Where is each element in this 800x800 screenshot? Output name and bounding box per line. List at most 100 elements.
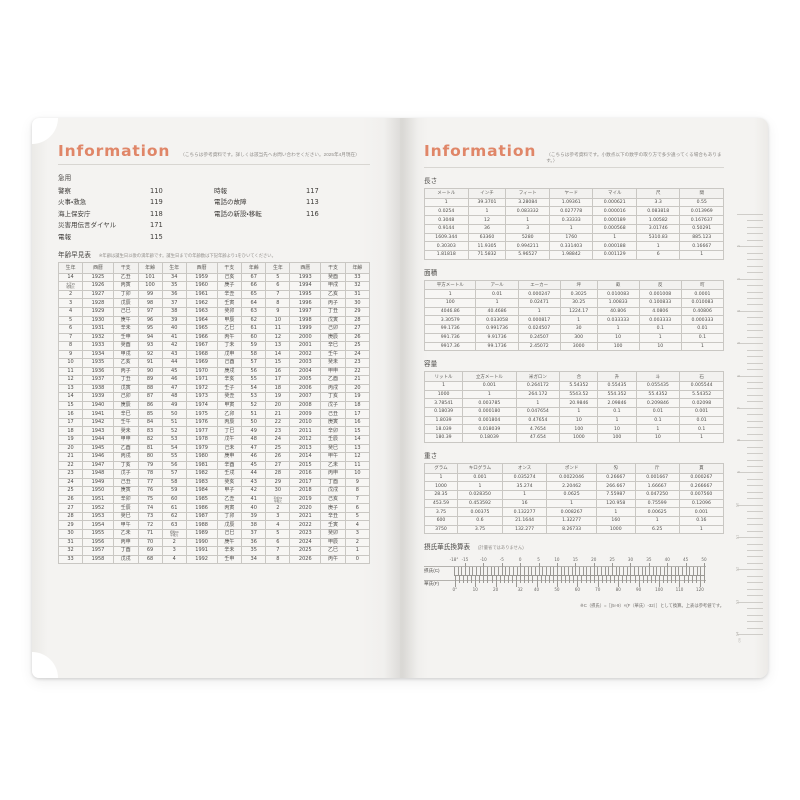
- table-cell: 33: [57, 554, 84, 565]
- age-reference-table: 生年 西暦 干支 年齢 生年 西暦 干支 年齢 生年 西暦 干支 年齢 14 1925 乙丑 101 34 19…: [57, 261, 371, 565]
- emergency-number: 115: [150, 232, 163, 241]
- table-cell: 96: [137, 315, 163, 326]
- table-row: 18.039 0.018039 4.7654 100 10 1 0.1: [423, 424, 724, 435]
- table-cell: 8: [57, 341, 84, 351]
- table-cell: 0.000016: [592, 206, 637, 217]
- table-cell: 丙申: [112, 537, 139, 548]
- table-cell: 1979: [185, 443, 218, 454]
- table-cell: 59: [241, 341, 267, 351]
- table-cell: 1760: [548, 232, 594, 243]
- table-cell: 0.100833: [638, 298, 682, 308]
- celsius-tick: [516, 566, 518, 575]
- ruler-tick: [747, 550, 763, 551]
- table-cell: 53: [161, 435, 187, 445]
- table-cell: 14: [57, 392, 84, 402]
- table-cell: 戊寅: [320, 315, 346, 326]
- ruler-tick: [747, 226, 763, 228]
- ruler-tick: [737, 375, 763, 377]
- table-cell: 33: [344, 272, 371, 283]
- table-cell: 2025: [289, 546, 322, 556]
- celsius-tick: [549, 566, 551, 575]
- table-cell: 丙辰: [216, 417, 243, 428]
- fahrenheit-tick: [524, 575, 525, 584]
- celsius-tick: [634, 566, 635, 575]
- table-cell: 1950: [82, 486, 114, 496]
- table-cell: 戊寅: [112, 383, 139, 394]
- fahrenheit-tick-label: 40: [533, 587, 540, 593]
- celsius-tick: [523, 566, 525, 575]
- fahrenheit-tick: [695, 575, 697, 584]
- table-cell: 0.1: [597, 407, 637, 417]
- ruler-tick: [747, 575, 763, 577]
- ruler-tick: [737, 472, 763, 474]
- table-cell: 壬辰: [320, 435, 346, 445]
- table-cell: 42: [161, 341, 187, 351]
- emergency-number: 119: [150, 198, 163, 207]
- table-cell: 2026: [289, 554, 322, 565]
- fahrenheit-tick: [671, 575, 672, 584]
- table-cell: 1983: [185, 477, 218, 488]
- table-cell: 0.028350: [456, 489, 503, 500]
- table-cell: 丙寅: [216, 503, 243, 513]
- table-cell: 32: [344, 281, 371, 291]
- table-cell: 3.3: [635, 197, 681, 208]
- table-cell: 1: [344, 546, 371, 556]
- table-cell: 24: [344, 349, 371, 360]
- emergency-row: 火事・救急 119: [58, 196, 214, 207]
- table-cell: 1: [424, 472, 458, 483]
- table-cell: 甲寅: [216, 400, 243, 411]
- table-cell: 0.047654: [515, 407, 561, 417]
- temperature-conversion-chart: 摂氏(C) 華氏(F) -18° -15 -10 -5 0 5 10 15 20 25 30 35 40…: [424, 554, 724, 608]
- table-cell: 20.9846: [559, 398, 599, 409]
- celsius-tick: [494, 566, 496, 575]
- table-cell: 24: [265, 435, 291, 445]
- ruler-tick: [737, 634, 763, 635]
- celsius-tick: [527, 566, 529, 575]
- volume-section-title: 容量: [424, 361, 438, 369]
- table-cell: 1947: [82, 460, 114, 471]
- table-cell: 1967: [185, 341, 218, 351]
- table-row: 11 1936 丙子 90 45 1970 庚戌 56 16 2004 甲申 22: [57, 366, 371, 377]
- age-table-hint: ※年齢は誕生日以後の満年齢です。誕生日までの年齢数は下記年齢より1をひいてくださ…: [98, 252, 276, 258]
- table-cell: 39: [241, 511, 267, 522]
- table-cell: 庚子: [320, 503, 346, 513]
- table-cell: 27: [344, 324, 371, 334]
- table-cell: 11: [265, 324, 291, 334]
- table-cell: 0.02471: [517, 298, 561, 308]
- table-row: 3750 3.75 132.277 8.26733 1000 6.25 1: [424, 524, 725, 535]
- table-cell: 1: [638, 332, 682, 343]
- table-cell: 1961: [185, 289, 218, 300]
- table-cell: 18.039: [423, 424, 464, 435]
- table-row: 8 1933 癸酉 93 42 1967 丁未 59 13 2001 辛巳 25: [57, 341, 371, 351]
- table-cell: 0.331403: [548, 241, 594, 251]
- table-cell: 庚辰: [112, 400, 139, 411]
- table-cell: 1986: [185, 503, 218, 513]
- celsius-tick-label: -5: [499, 556, 504, 562]
- table-cell: 乙亥: [320, 289, 346, 300]
- age-col-header: 年齢: [137, 261, 163, 274]
- ruler-tick: [747, 336, 763, 338]
- table-cell: 0.18039: [423, 407, 464, 417]
- right-page: Information 〈こちらは参考資料です。小数点以下の数字の取り方で多少違…: [400, 118, 768, 678]
- table-cell: 1970: [185, 366, 218, 377]
- table-cell: 癸酉: [112, 341, 139, 351]
- table-cell: 47: [241, 443, 267, 454]
- table-cell: 壬申: [112, 332, 139, 343]
- ruler-tick: [747, 420, 763, 422]
- table-cell: 庚子: [216, 281, 243, 291]
- table-cell: 1936: [82, 366, 114, 377]
- table-cell: 15: [57, 400, 84, 411]
- table-cell: 29: [265, 477, 291, 488]
- area-section-title: 面積: [424, 269, 438, 277]
- table-cell: 53: [241, 392, 267, 402]
- ruler-tick: [747, 233, 763, 235]
- table-cell: 丁未: [216, 341, 243, 351]
- fahrenheit-tick-label: 10: [472, 587, 478, 593]
- fahrenheit-tick: [618, 575, 619, 587]
- fahrenheit-tick: [487, 575, 489, 584]
- table-cell: 25: [344, 341, 371, 351]
- table-cell: 0.033333: [596, 315, 640, 326]
- table-row: 4 1929 己巳 97 38 1963 癸卯 63 9 1997 丁丑 29: [57, 307, 371, 317]
- table-cell: 甲戌: [320, 281, 346, 291]
- table-cell: 1946: [82, 452, 114, 462]
